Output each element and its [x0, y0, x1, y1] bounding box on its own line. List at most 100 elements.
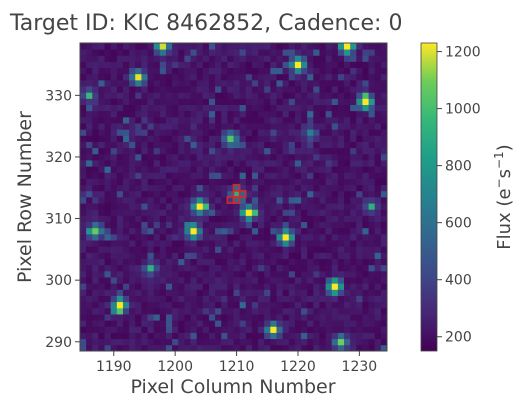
- pixel-cell: [313, 160, 320, 167]
- pixel-cell: [356, 129, 363, 136]
- pixel-cell: [251, 141, 259, 149]
- pixel-cell: [141, 270, 148, 278]
- pixel-cell: [331, 86, 339, 93]
- pixel-cell: [122, 301, 130, 309]
- pixel-cell: [245, 166, 253, 173]
- pixel-cell: [258, 73, 265, 81]
- pixel-cell: [380, 203, 388, 210]
- pixel-cell: [221, 184, 228, 192]
- pixel-cell: [147, 258, 155, 266]
- pixel-cell: [202, 320, 210, 327]
- pixel-cell: [362, 240, 369, 247]
- pixel-cell: [356, 197, 363, 204]
- pixel-cell: [208, 277, 216, 284]
- pixel-cell: [104, 215, 112, 223]
- pixel-cell: [307, 227, 314, 235]
- pixel-cell: [98, 86, 105, 93]
- pixel-cell: [215, 86, 222, 93]
- pixel-cell: [337, 289, 345, 296]
- pixel-cell: [165, 326, 173, 333]
- pixel-cell: [116, 264, 124, 272]
- pixel-cell: [141, 116, 148, 124]
- pixel-cell: [86, 129, 93, 136]
- pixel-cell: [233, 73, 241, 81]
- pixel-cell: [282, 129, 290, 136]
- pixel-cell: [380, 110, 388, 118]
- pixel-cell: [129, 264, 136, 272]
- pixel-cell: [172, 264, 179, 272]
- pixel-cell: [362, 233, 369, 241]
- pixel-cell: [221, 166, 228, 173]
- pixel-cell: [282, 301, 290, 309]
- pixel-cell: [215, 147, 222, 155]
- pixel-cell: [227, 73, 234, 81]
- pixel-cell: [80, 326, 87, 333]
- pixel-cell: [276, 307, 284, 315]
- pixel-cell: [337, 252, 345, 259]
- pixel-cell: [239, 160, 247, 167]
- pixel-cell: [319, 86, 326, 93]
- pixel-cell: [374, 314, 382, 321]
- pixel-cell: [165, 221, 173, 229]
- pixel-cell: [301, 221, 308, 229]
- pixel-cell: [135, 98, 142, 105]
- pixel-cell: [368, 147, 376, 155]
- pixel-cell: [313, 86, 320, 93]
- pixel-cell: [294, 61, 302, 69]
- pixel-cell: [178, 270, 185, 278]
- pixel-cell: [116, 307, 124, 315]
- pixel-cell: [380, 166, 388, 173]
- pixel-cell: [110, 344, 118, 352]
- pixel-cell: [202, 215, 210, 223]
- pixel-cell: [165, 61, 173, 69]
- pixel-cell: [288, 123, 296, 130]
- pixel-cell: [178, 301, 185, 309]
- pixel-cell: [301, 320, 308, 327]
- pixel-cell: [178, 197, 185, 204]
- pixel-cell: [208, 332, 216, 340]
- pixel-cell: [374, 264, 382, 272]
- pixel-cell: [159, 73, 167, 81]
- pixel-cell: [104, 55, 112, 62]
- pixel-cell: [98, 55, 105, 62]
- pixel-cell: [294, 277, 302, 284]
- pixel-cell: [135, 141, 142, 149]
- pixel-cell: [190, 338, 198, 346]
- pixel-cell: [288, 129, 296, 136]
- pixel-cell: [319, 116, 326, 124]
- pixel-cell: [178, 307, 185, 315]
- pixel-cell: [215, 153, 222, 161]
- pixel-cell: [122, 209, 130, 216]
- pixel-cell: [159, 110, 167, 118]
- pixel-cell: [307, 178, 314, 186]
- pixel-cell: [196, 141, 204, 149]
- pixel-cell: [221, 43, 228, 50]
- pixel-cell: [307, 147, 314, 155]
- pixel-cell: [165, 86, 173, 93]
- pixel-cell: [374, 326, 382, 333]
- pixel-cell: [141, 86, 148, 93]
- pixel-cell: [331, 203, 339, 210]
- pixel-cell: [227, 314, 234, 321]
- pixel-cell: [362, 135, 369, 142]
- pixel-cell: [245, 332, 253, 340]
- pixel-cell: [184, 246, 191, 253]
- pixel-cell: [301, 283, 308, 290]
- pixel-cell: [313, 314, 320, 321]
- pixel-cell: [190, 332, 198, 340]
- pixel-cell: [294, 166, 302, 173]
- pixel-cell: [270, 98, 277, 105]
- pixel-cell: [184, 55, 191, 62]
- pixel-cell: [245, 147, 253, 155]
- pixel-cell: [325, 270, 333, 278]
- pixel-cell: [208, 246, 216, 253]
- pixel-cell: [337, 147, 345, 155]
- pixel-cell: [313, 307, 320, 315]
- pixel-cell: [227, 326, 234, 333]
- pixel-cell: [86, 227, 93, 235]
- pixel-cell: [331, 123, 339, 130]
- pixel-cell: [294, 252, 302, 259]
- pixel-cell: [221, 86, 228, 93]
- pixel-cell: [122, 314, 130, 321]
- pixel-cell: [319, 314, 326, 321]
